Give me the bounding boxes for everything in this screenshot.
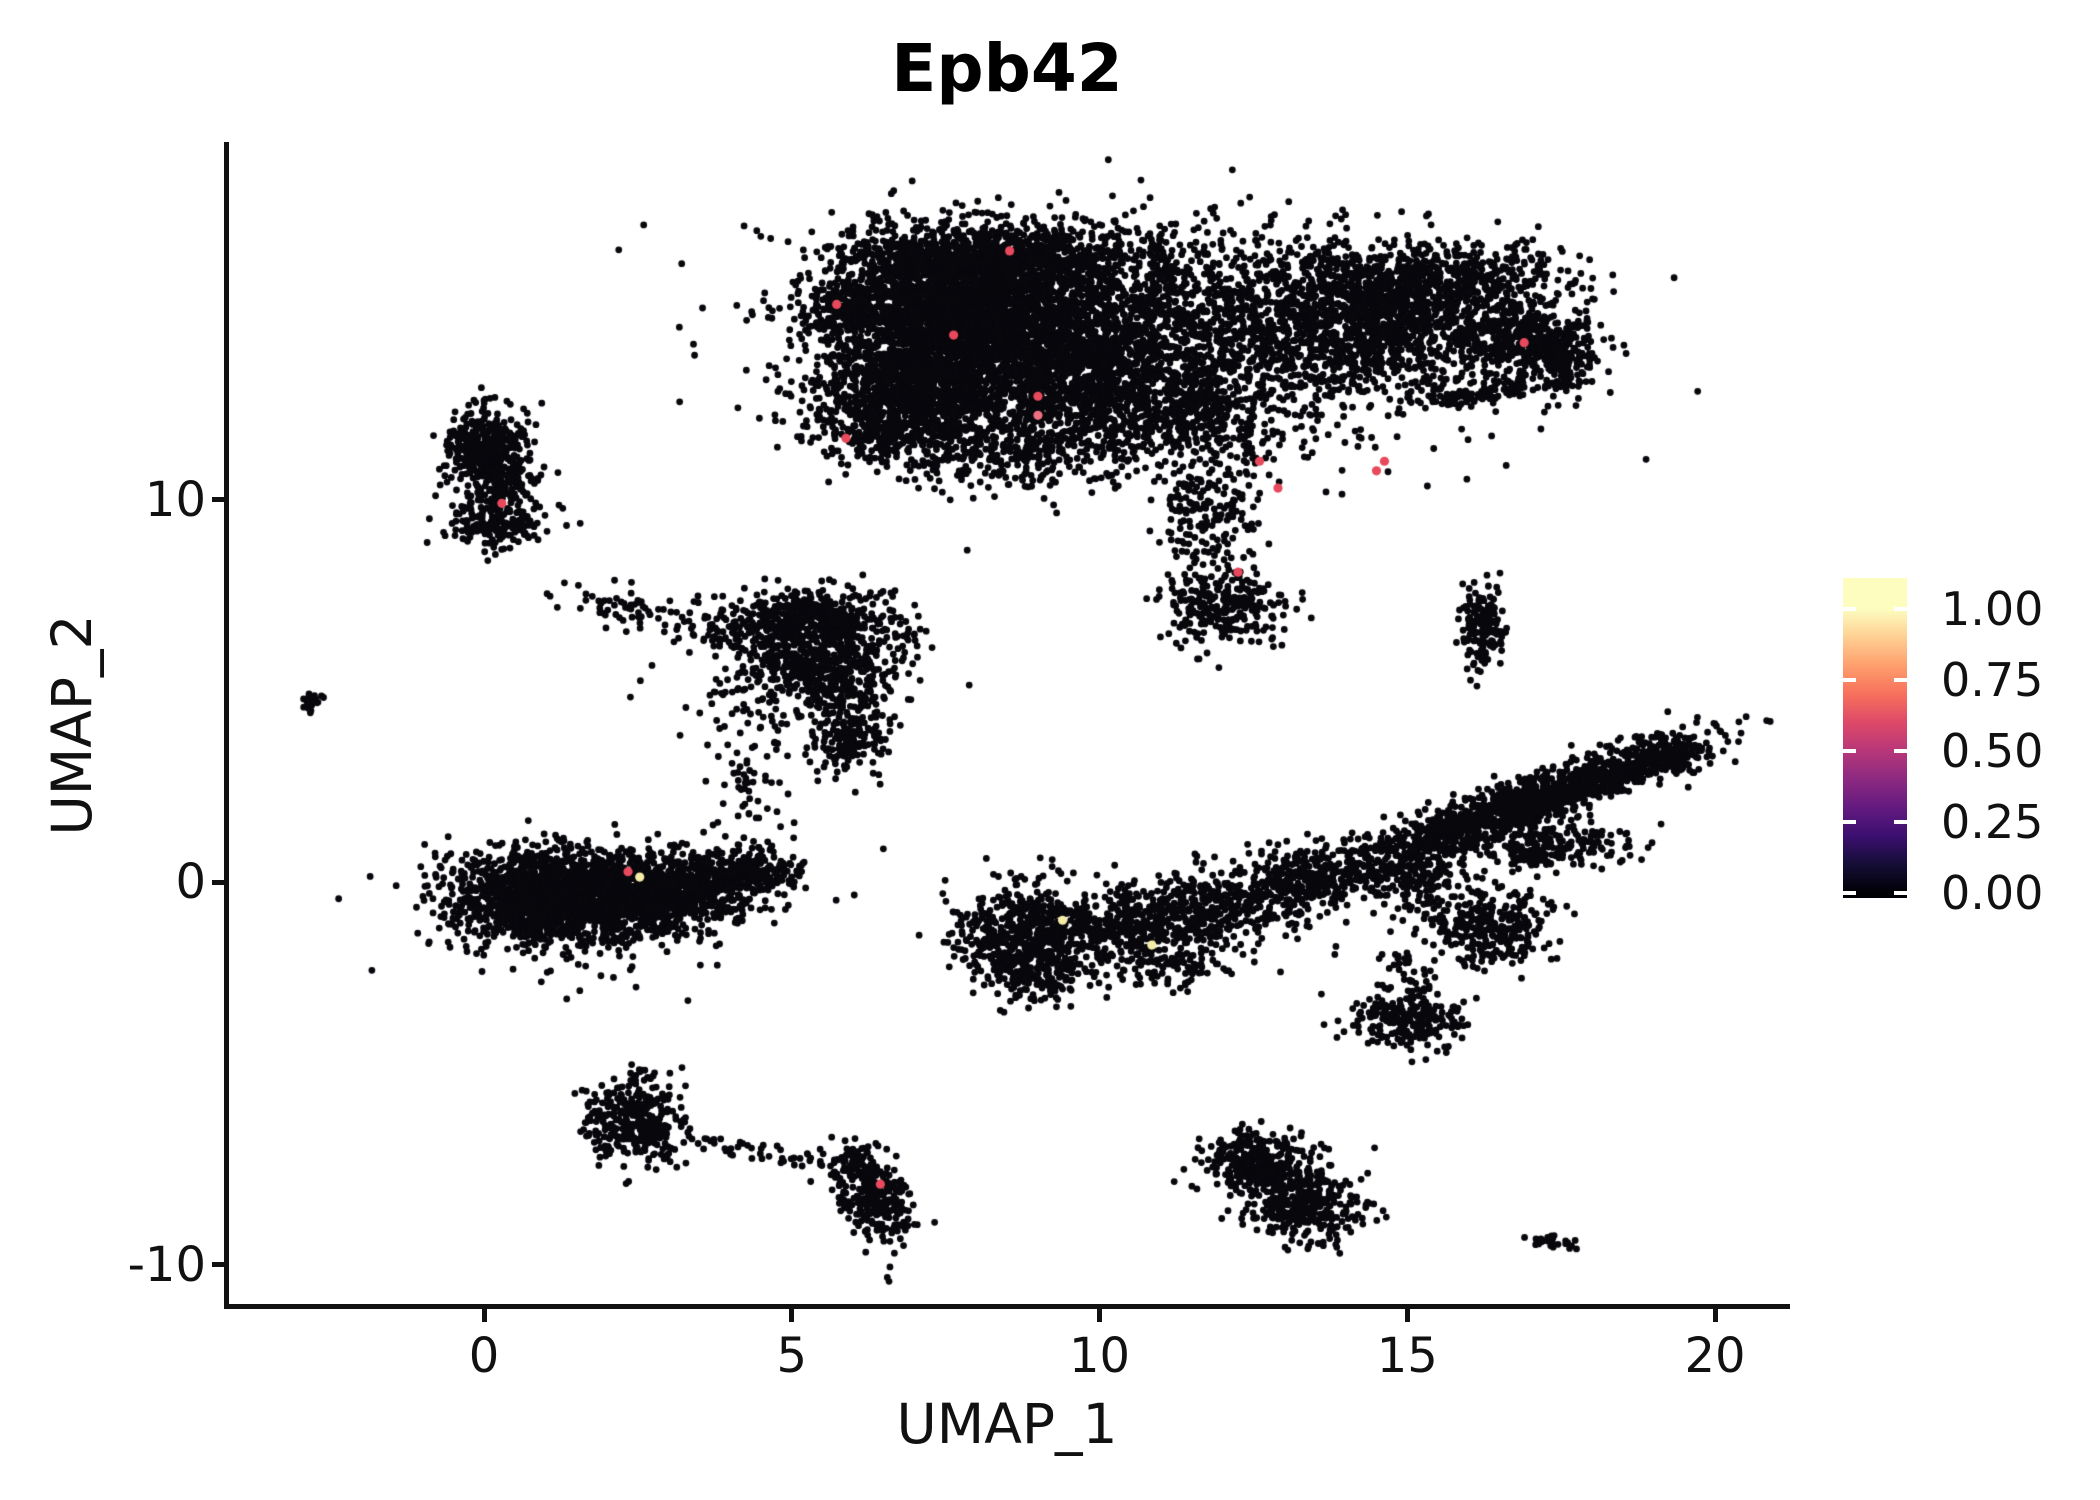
y-axis-line xyxy=(224,142,229,1309)
legend-tick-dash xyxy=(1894,891,1907,895)
y-tick-label: 10 xyxy=(144,471,206,528)
x-tick-label: 0 xyxy=(468,1328,500,1384)
legend-tick-dash xyxy=(1843,749,1856,753)
legend-tick-label: 0.00 xyxy=(1941,866,2044,920)
x-tick-mark xyxy=(481,1306,487,1322)
legend-tick-dash xyxy=(1843,820,1856,824)
x-tick-label: 15 xyxy=(1376,1328,1438,1384)
x-tick-label: 5 xyxy=(776,1328,808,1384)
y-tick-label: -10 xyxy=(127,1236,206,1293)
legend-tick-label: 0.25 xyxy=(1941,795,2044,849)
legend-tick-dash xyxy=(1843,891,1856,895)
y-tick-mark xyxy=(212,1262,228,1267)
legend-tick-label: 0.50 xyxy=(1941,724,2044,778)
y-axis-title: UMAP_2 xyxy=(40,614,104,836)
legend-tick-label: 0.75 xyxy=(1941,653,2044,707)
legend-tick-dash xyxy=(1894,749,1907,753)
x-tick-label: 10 xyxy=(1068,1328,1131,1384)
x-tick-mark xyxy=(1097,1306,1102,1322)
legend-tick-dash xyxy=(1843,607,1856,611)
x-tick-mark xyxy=(1404,1306,1410,1322)
x-axis-title: UMAP_1 xyxy=(896,1392,1118,1456)
legend-tick-dash xyxy=(1894,678,1907,682)
x-axis-line xyxy=(224,1304,1790,1309)
y-tick-mark xyxy=(212,497,228,502)
x-tick-mark xyxy=(1712,1306,1718,1322)
y-tick-mark xyxy=(212,879,228,885)
x-tick-label: 20 xyxy=(1684,1328,1746,1384)
chart-title: Epb42 xyxy=(891,30,1123,107)
legend-tick-label: 1.00 xyxy=(1941,582,2044,636)
legend-colorbar xyxy=(1843,578,1907,898)
y-tick-label: 0 xyxy=(175,854,206,910)
legend-tick-dash xyxy=(1894,607,1907,611)
legend-tick-dash xyxy=(1894,820,1907,824)
legend-tick-dash xyxy=(1843,678,1856,682)
x-tick-mark xyxy=(789,1306,795,1322)
